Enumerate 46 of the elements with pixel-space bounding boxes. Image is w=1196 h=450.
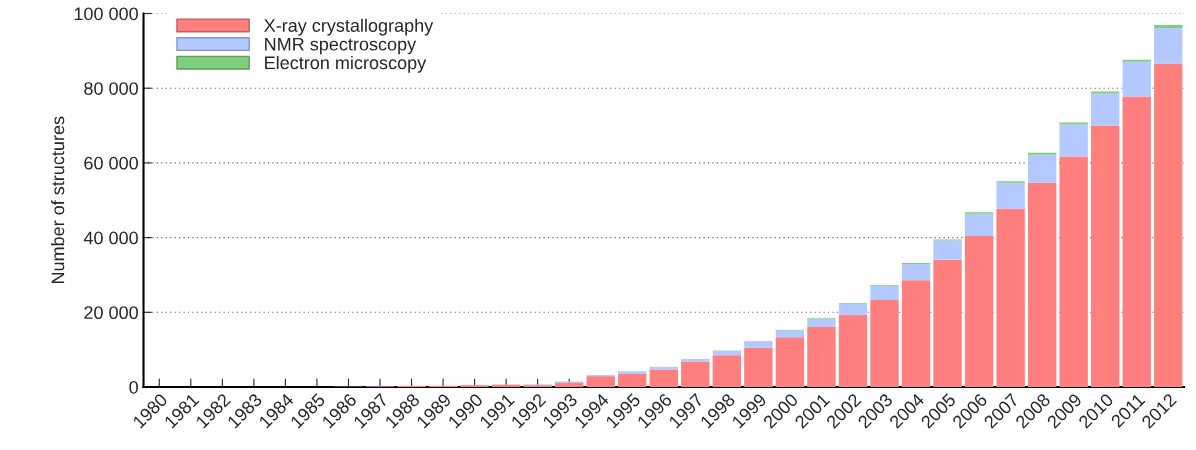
bar <box>1091 125 1120 387</box>
bar <box>1027 154 1057 183</box>
bar <box>744 341 773 348</box>
bar <box>996 182 1025 209</box>
bar <box>586 376 615 387</box>
y-tick-label: 20 000 <box>84 306 138 320</box>
bar <box>838 303 868 315</box>
bar <box>1059 124 1088 157</box>
bar <box>870 285 899 300</box>
y-tick-label: 40 000 <box>83 231 138 245</box>
bar <box>901 280 931 387</box>
bar <box>933 240 962 260</box>
bar <box>1122 96 1151 387</box>
bar <box>712 355 742 387</box>
bar <box>618 373 647 387</box>
bar <box>1027 182 1057 387</box>
bar <box>807 318 836 327</box>
bar <box>1154 63 1183 387</box>
bar <box>712 350 742 356</box>
bar <box>681 361 710 387</box>
y-tick-label: 60 000 <box>84 156 138 170</box>
bar <box>964 213 994 237</box>
bar <box>933 259 962 387</box>
y-tick-label: 100 000 <box>74 7 138 21</box>
bar <box>964 236 994 387</box>
bar <box>996 208 1025 387</box>
y-tick-label: 0 <box>129 380 138 394</box>
y-axis-title: Number of structures <box>51 116 65 284</box>
bar <box>1122 61 1151 97</box>
bar <box>649 369 678 387</box>
legend-label: X-ray crystallography <box>264 18 434 36</box>
bar <box>744 347 773 387</box>
bar <box>1091 93 1120 126</box>
bar <box>681 358 710 362</box>
bar <box>1154 28 1183 64</box>
bar <box>618 371 647 374</box>
bar <box>807 326 836 387</box>
bar <box>870 299 899 387</box>
bar <box>1059 156 1088 387</box>
bar <box>1154 25 1183 29</box>
bar <box>838 314 868 387</box>
bar <box>901 264 931 281</box>
y-tick-label: 80 000 <box>84 82 138 95</box>
legend-label: Electron microscopy <box>265 55 427 73</box>
legend-label: NMR spectroscopy <box>265 37 417 55</box>
bar <box>775 337 805 387</box>
